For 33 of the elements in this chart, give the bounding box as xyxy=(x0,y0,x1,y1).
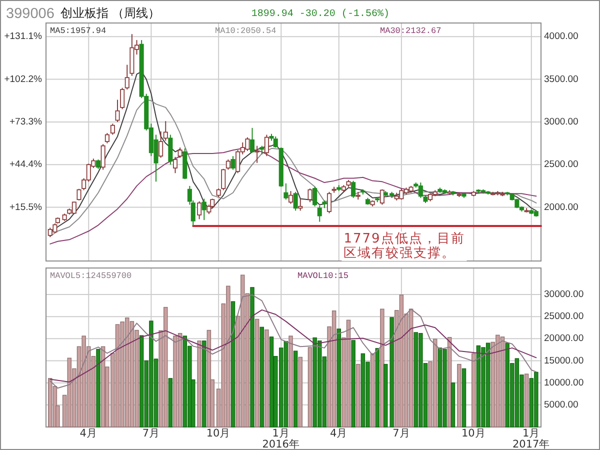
y-tick-label: 10000.00 xyxy=(544,377,584,388)
y-tick-label: 25000.00 xyxy=(544,311,584,322)
y-tick-label: 15000.00 xyxy=(544,355,584,366)
text: MA10:2050.54 xyxy=(215,26,276,36)
annotation: 1779点低点，目前区域有较强支撑。 xyxy=(344,232,465,262)
y-tick-label: 4000.00 xyxy=(544,31,578,42)
x-tick-label: 10月 xyxy=(461,428,486,440)
x-tick-label: 1月 2017年 xyxy=(512,428,550,450)
x-tick-label: 10月 xyxy=(206,428,231,440)
x-tick-label: 4月 xyxy=(330,428,348,440)
y2-tick-label: +131.1% xyxy=(4,31,43,42)
y-tick-label: 3000.00 xyxy=(544,116,578,128)
y-tick-label: 5000.00 xyxy=(544,399,578,410)
x-tick-label: 7月 xyxy=(142,428,160,440)
y-tick-label: 20000.00 xyxy=(544,333,584,344)
x-tick-label: 7月 xyxy=(392,428,410,440)
text: MA30:2132.67 xyxy=(380,26,442,36)
y-tick-label: 2000.00 xyxy=(544,202,578,213)
text: MAVOL10:15 xyxy=(298,271,349,281)
x-tick-label: 4月 xyxy=(80,428,98,440)
chart-title: 399006 xyxy=(6,6,54,22)
text: 1899.94 -30.20 (-1.56%) xyxy=(251,8,390,20)
y2-tick-label: +44.4% xyxy=(10,159,43,170)
x-tick-label: 1月 2016年 xyxy=(262,428,300,450)
y-tick-label: 3500.00 xyxy=(544,74,578,85)
y2-tick-label: +73.3% xyxy=(10,116,43,128)
y-tick-label: 30000.00 xyxy=(544,289,584,300)
y2-tick-label: +15.5% xyxy=(10,202,43,213)
chart-subtitle: 创业板指 （周线） xyxy=(60,6,160,20)
text: MA5:1957.94 xyxy=(50,26,106,36)
y-tick-label: 2500.00 xyxy=(544,159,578,170)
text: MAVOL5:124559700 xyxy=(50,271,132,281)
y2-tick-label: +102.2% xyxy=(4,74,43,85)
